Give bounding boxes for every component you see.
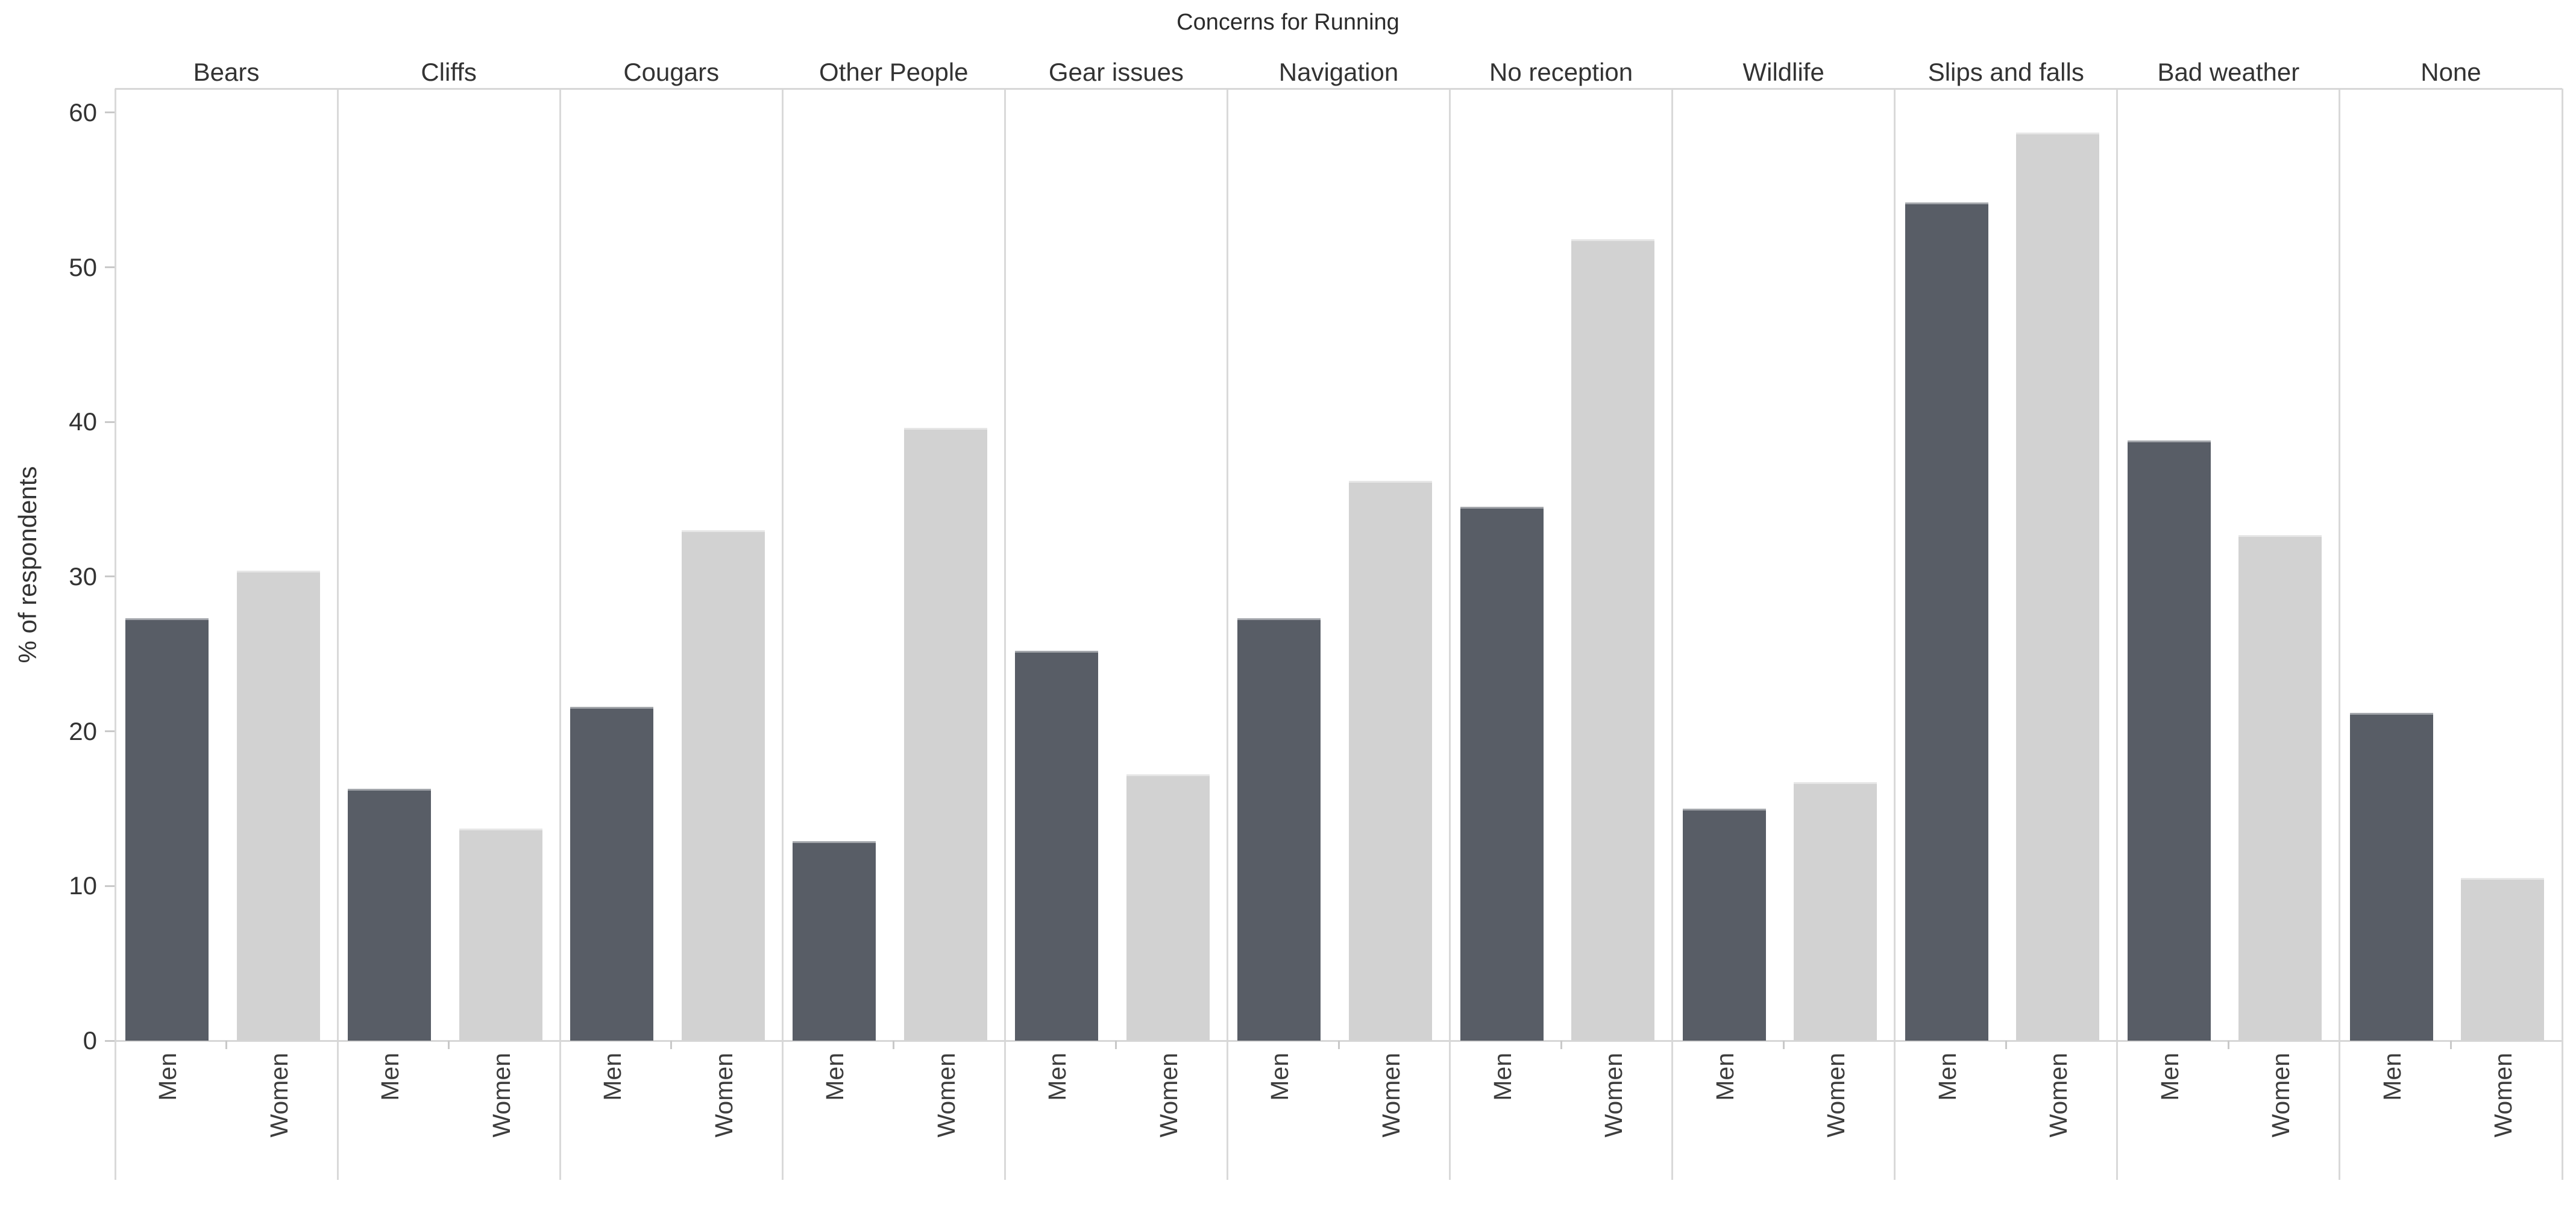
- category-header: Cliffs: [421, 58, 477, 86]
- x-axis-tick: [2449, 1041, 2452, 1049]
- bar-label-women: Women: [2044, 1053, 2073, 1138]
- bar-label-women: Women: [709, 1053, 738, 1138]
- x-axis-tick: [2005, 1041, 2007, 1049]
- x-axis-tick: [670, 1041, 673, 1049]
- category-header: None: [2420, 58, 2481, 86]
- bar-label-men: Men: [1266, 1053, 1294, 1101]
- column-separator: [781, 89, 784, 1180]
- bar-label-men: Men: [1043, 1053, 1072, 1101]
- category-header: Gear issues: [1048, 58, 1184, 86]
- bar-women-cougars[interactable]: [681, 530, 765, 1041]
- bar-women-other-people[interactable]: [903, 428, 987, 1041]
- bar-men-none[interactable]: [2349, 712, 2433, 1041]
- y-axis-tick-label: 40: [69, 407, 97, 436]
- x-axis-tick: [893, 1041, 895, 1049]
- x-axis-tick: [1337, 1041, 1340, 1049]
- x-axis-tick: [1782, 1041, 1785, 1049]
- bar-women-bad-weather[interactable]: [2238, 534, 2322, 1041]
- bar-men-gear-issues[interactable]: [1015, 651, 1099, 1041]
- bar-label-women: Women: [487, 1053, 515, 1138]
- bar-label-women: Women: [1822, 1053, 1850, 1138]
- category-header: Slips and falls: [1927, 58, 2084, 86]
- bar-men-bad-weather[interactable]: [2127, 440, 2211, 1041]
- column-separator: [114, 89, 116, 1180]
- y-axis-tick: [105, 111, 115, 114]
- bar-label-women: Women: [1154, 1053, 1183, 1138]
- bar-women-gear-issues[interactable]: [1126, 774, 1210, 1041]
- column-separator: [1004, 89, 1006, 1180]
- bar-men-bears[interactable]: [125, 618, 209, 1041]
- bar-men-navigation[interactable]: [1237, 618, 1321, 1041]
- y-axis-tick: [105, 575, 115, 578]
- x-axis-tick: [2227, 1041, 2229, 1049]
- category-header: Navigation: [1278, 58, 1399, 86]
- bar-women-slips-and-falls[interactable]: [2016, 133, 2100, 1041]
- column-separator: [2339, 89, 2341, 1180]
- bar-label-men: Men: [2155, 1053, 2184, 1101]
- bar-label-men: Men: [821, 1053, 849, 1101]
- bar-label-women: Women: [932, 1053, 960, 1138]
- plot-top-border: [115, 87, 2562, 90]
- y-axis-tick-label: 0: [83, 1026, 97, 1055]
- y-axis-tick-label: 10: [69, 871, 97, 900]
- bar-men-other-people[interactable]: [793, 841, 876, 1041]
- bar-label-women: Women: [2267, 1053, 2295, 1138]
- bar-women-no-reception[interactable]: [1571, 239, 1655, 1041]
- category-header: Bears: [193, 58, 260, 86]
- category-header: Wildlife: [1742, 58, 1824, 86]
- bar-women-cliffs[interactable]: [459, 829, 542, 1041]
- category-header: No reception: [1489, 58, 1633, 86]
- bar-label-men: Men: [1933, 1053, 1961, 1101]
- y-axis-tick: [105, 421, 115, 423]
- bar-label-men: Men: [2378, 1053, 2406, 1101]
- y-axis-tick: [105, 730, 115, 733]
- bar-women-navigation[interactable]: [1348, 480, 1432, 1041]
- bar-label-women: Women: [1377, 1053, 1405, 1138]
- bar-label-men: Men: [1711, 1053, 1739, 1101]
- column-separator: [1894, 89, 1896, 1180]
- column-separator: [2116, 89, 2119, 1180]
- column-separator: [559, 89, 561, 1180]
- bar-label-men: Men: [154, 1053, 181, 1101]
- x-axis-tick: [1560, 1041, 1562, 1049]
- category-header: Cougars: [623, 58, 720, 86]
- column-separator: [336, 89, 339, 1180]
- column-separator: [1449, 89, 1451, 1180]
- y-axis-tick-label: 20: [69, 716, 97, 745]
- y-axis-tick: [105, 266, 115, 268]
- bar-women-wildlife[interactable]: [1794, 782, 1877, 1041]
- chart-title: Concerns for Running: [1176, 10, 1400, 35]
- bar-label-women: Women: [2489, 1053, 2518, 1138]
- bar-label-women: Women: [1600, 1053, 1628, 1138]
- column-separator: [1671, 89, 1674, 1180]
- y-axis-tick: [105, 885, 115, 887]
- column-separator: [1226, 89, 1228, 1180]
- bar-label-men: Men: [1488, 1053, 1516, 1101]
- bar-women-bears[interactable]: [236, 570, 320, 1041]
- bar-men-wildlife[interactable]: [1682, 808, 1766, 1041]
- y-axis-tick-label: 30: [69, 562, 97, 591]
- column-separator: [2561, 89, 2563, 1180]
- bar-label-women: Women: [265, 1053, 293, 1138]
- bar-men-cougars[interactable]: [570, 706, 654, 1041]
- x-axis-tick: [225, 1041, 228, 1049]
- y-axis-tick: [105, 1039, 115, 1042]
- x-axis-tick: [448, 1041, 450, 1049]
- bar-women-none[interactable]: [2461, 878, 2545, 1041]
- category-header: Bad weather: [2157, 58, 2300, 86]
- y-axis-tick-label: 60: [69, 98, 97, 127]
- bar-men-no-reception[interactable]: [1460, 507, 1544, 1041]
- bar-men-cliffs[interactable]: [348, 788, 432, 1041]
- y-axis-tick-label: 50: [69, 252, 97, 281]
- bar-label-men: Men: [598, 1053, 627, 1101]
- bar-men-slips-and-falls[interactable]: [1905, 202, 1988, 1041]
- bar-label-men: Men: [376, 1053, 404, 1101]
- x-axis-tick: [1115, 1041, 1117, 1049]
- category-header: Other People: [819, 58, 969, 86]
